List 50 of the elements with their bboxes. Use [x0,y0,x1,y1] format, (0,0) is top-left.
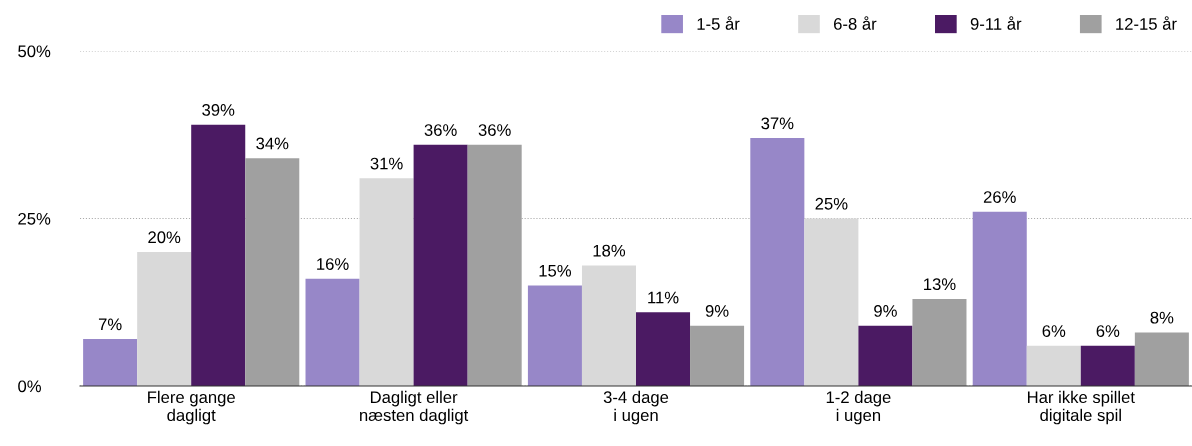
data-label: 11% [648,291,679,304]
data-label: 7% [98,318,122,331]
data-label: 18% [593,244,626,257]
y-tick-label: 0% [18,380,41,393]
legend-label: 6-8 år [834,16,877,30]
x-tick-label: 3-4 dage i ugen [603,390,669,425]
data-label: 39% [202,104,235,116]
bar [1134,332,1189,386]
data-label: 15% [539,264,572,277]
bar [1080,345,1135,386]
data-label: 37% [761,117,794,130]
data-label: 20% [148,231,181,244]
data-label: 6% [1042,325,1066,337]
data-label: 8% [1150,311,1174,324]
bar [413,144,468,386]
legend-label: 9-11 år [970,16,1022,30]
legend-label: 1-5 år [697,16,740,30]
data-label: 34% [256,137,289,150]
x-tick-label: Dagligt eller næsten dagligt [360,390,469,425]
bar [83,339,138,386]
data-label: 26% [983,191,1016,203]
bar [527,285,582,386]
bar [636,312,691,386]
data-label: 16% [317,258,349,270]
bar [804,218,859,386]
data-label: 31% [370,157,403,170]
bar [191,124,246,386]
bar [858,325,913,386]
bar [359,178,414,386]
x-tick-label: Flere gange dagligt [148,390,235,425]
x-tick-label: Har ikke spillet digitale spil [1027,390,1135,425]
data-label: 9% [705,305,729,317]
bar [972,211,1027,386]
data-label: 6% [1096,325,1120,337]
data-label: 25% [815,197,848,210]
bar [137,252,192,386]
y-tick-label: 50% [18,45,51,58]
data-label: 36% [478,124,511,136]
bar [912,298,967,386]
x-tick-label: 1-2 dage i ugen [826,390,891,425]
bar [1026,345,1081,386]
data-label: 13% [924,278,956,291]
data-label: 9% [874,305,897,317]
data-label: 36% [424,124,457,136]
bar [690,325,745,386]
legend-label: 12-15 år [1116,16,1177,30]
bar [750,138,805,386]
y-tick-label: 25% [18,212,51,225]
bar [305,278,360,386]
bar [581,265,636,386]
